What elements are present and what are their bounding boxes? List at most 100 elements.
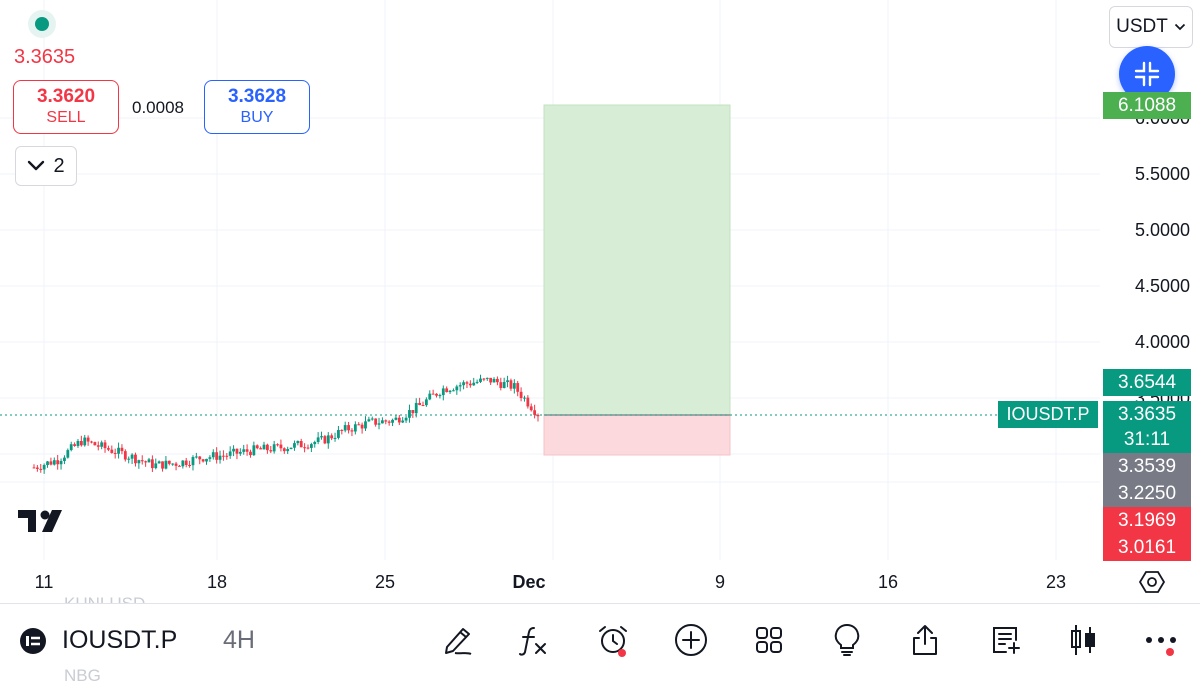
candle — [66, 450, 70, 458]
interval-button[interactable]: 4H — [223, 626, 255, 654]
candle — [414, 402, 418, 414]
candle — [357, 424, 361, 426]
drawing-tools-button[interactable] — [438, 620, 478, 660]
candle — [536, 414, 540, 417]
chart-area[interactable]: 3.3635 3.3620 SELL 0.0008 3.3628 BUY 2 6… — [0, 0, 1200, 613]
chart-type-button[interactable] — [1063, 620, 1103, 660]
indicators-button[interactable] — [513, 620, 553, 660]
candle — [69, 444, 73, 451]
candle — [377, 423, 381, 425]
candle — [32, 467, 36, 469]
candle — [370, 418, 374, 420]
candle — [401, 420, 405, 423]
time-axis-label: 9 — [714, 572, 726, 592]
candle — [384, 420, 388, 422]
candle — [431, 393, 435, 395]
alerts-button[interactable] — [593, 620, 633, 660]
candle — [458, 385, 462, 387]
candle — [265, 444, 269, 451]
upper-price-tag: 3.6544 — [1103, 369, 1191, 396]
candle — [120, 447, 124, 452]
candle — [228, 451, 232, 456]
candle — [252, 445, 256, 456]
candle — [208, 457, 212, 459]
target-price-tag: 6.1088 — [1103, 92, 1191, 119]
collapse-indicators-button[interactable]: 2 — [15, 146, 77, 186]
candle — [340, 429, 344, 431]
candle — [42, 465, 46, 470]
add-button[interactable] — [671, 620, 711, 660]
ideas-button[interactable] — [827, 620, 867, 660]
candle — [59, 460, 63, 465]
sell-button[interactable]: 3.3620 SELL — [13, 80, 119, 134]
candle — [316, 437, 320, 442]
candle — [49, 461, 53, 465]
candle — [140, 460, 144, 462]
candle — [39, 468, 43, 470]
candle — [499, 382, 503, 388]
candle — [306, 447, 310, 449]
candle — [320, 436, 323, 438]
red-price-tag: 3.0161 — [1103, 534, 1191, 561]
candle — [424, 399, 428, 406]
candle — [211, 452, 215, 458]
candle — [167, 460, 171, 464]
ghost-text: NBG — [64, 666, 101, 685]
candle — [282, 448, 286, 452]
price-axis-label: 5.5000 — [1134, 164, 1190, 184]
candle — [509, 380, 513, 389]
candle — [113, 452, 117, 454]
price-axis-label: 4.0000 — [1134, 332, 1190, 352]
candle — [222, 455, 225, 457]
time-axis-label: 16 — [877, 572, 899, 592]
candle — [52, 460, 56, 465]
candle — [482, 378, 486, 380]
candle — [489, 377, 493, 383]
candle — [103, 442, 107, 449]
candle — [184, 460, 188, 465]
candle — [56, 460, 60, 465]
currency-select[interactable]: USDT — [1109, 6, 1193, 48]
candle — [293, 443, 296, 448]
candle — [164, 460, 168, 469]
candle — [364, 421, 367, 429]
more-button[interactable] — [1141, 620, 1181, 660]
candle — [174, 463, 178, 466]
symbol-search-button[interactable]: IOUSDT.P — [62, 626, 178, 654]
candle — [533, 410, 537, 415]
candle — [347, 425, 350, 431]
candle — [110, 449, 114, 453]
candle — [387, 421, 391, 423]
price-chart[interactable] — [0, 0, 1200, 603]
share-button[interactable] — [905, 620, 945, 660]
candle — [130, 454, 134, 459]
profit-zone — [543, 104, 731, 416]
candle — [181, 460, 185, 467]
axis-settings-icon[interactable] — [1138, 568, 1166, 596]
candle — [404, 417, 408, 421]
candle — [428, 393, 432, 400]
candle — [73, 444, 76, 446]
buy-button[interactable]: 3.3628 BUY — [204, 80, 310, 134]
candle — [391, 419, 394, 423]
candle — [63, 457, 66, 461]
candle — [529, 406, 533, 411]
candle — [76, 441, 80, 446]
price-axis-label: 4.5000 — [1134, 276, 1190, 296]
layout-button[interactable] — [749, 620, 789, 660]
candle — [350, 430, 354, 432]
candle — [79, 441, 83, 446]
grid-icon — [756, 627, 782, 653]
gray-price-tag: 3.2250 — [1103, 480, 1191, 507]
candle — [225, 455, 229, 457]
candle — [35, 467, 39, 469]
candle — [472, 382, 476, 386]
candle — [83, 437, 87, 446]
order-panel-button[interactable] — [986, 620, 1026, 660]
candle — [262, 444, 266, 450]
candle — [468, 383, 472, 386]
candle — [259, 448, 263, 450]
candle — [523, 397, 526, 399]
candle — [201, 459, 205, 462]
market-status-dot[interactable] — [28, 10, 56, 38]
